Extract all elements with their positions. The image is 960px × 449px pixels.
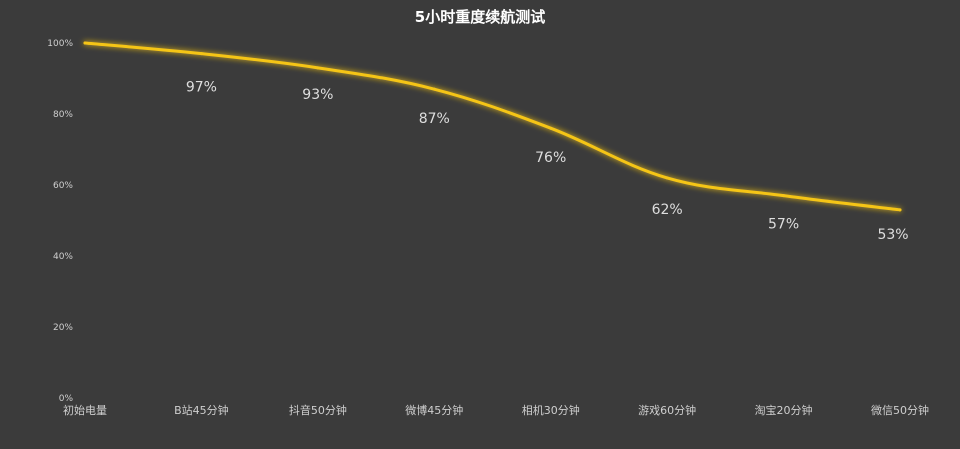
data-label: 93% [302, 87, 333, 103]
x-tick-label: 淘宝20分钟 [755, 403, 813, 417]
y-tick-label: 80% [53, 110, 73, 120]
y-tick-label: 60% [53, 181, 73, 191]
data-point [782, 194, 786, 198]
data-point [83, 41, 87, 45]
y-tick-label: 20% [53, 323, 73, 333]
data-label: 87% [419, 111, 450, 127]
y-tick-label: 0% [59, 394, 74, 404]
x-tick-label: 相机30分钟 [522, 403, 580, 417]
x-tick-label: 游戏60分钟 [638, 403, 696, 417]
data-label: 97% [186, 80, 217, 96]
x-axis: 初始电量 B站45分钟 抖音50分钟 微博45分钟 相机30分钟 游戏60分钟 淘宝20分钟… [63, 403, 929, 417]
x-tick-label: 抖音50分钟 [289, 403, 347, 417]
data-label: 57% [768, 217, 799, 233]
y-axis: 0% 20% 40% 60% 80% 100% [47, 39, 73, 404]
data-point [549, 126, 553, 130]
y-tick-label: 40% [53, 252, 73, 262]
y-tick-label: 100% [47, 39, 73, 49]
chart-title: 5小时重度续航测试 [415, 8, 545, 26]
series-line [83, 41, 902, 212]
data-label: 76% [535, 150, 566, 166]
x-tick-label: 微信50分钟 [871, 403, 929, 417]
data-point [316, 66, 320, 70]
data-point [432, 87, 436, 91]
data-point [665, 176, 669, 180]
x-tick-label: B站45分钟 [174, 403, 229, 417]
data-labels-group: 97% 93% 87% 76% 62% 57% 53% [186, 80, 909, 243]
data-point [898, 208, 902, 212]
series-group [83, 41, 902, 212]
x-tick-label: 微博45分钟 [405, 403, 463, 417]
data-point [199, 52, 203, 56]
data-label: 53% [877, 227, 908, 243]
x-tick-label: 初始电量 [63, 403, 107, 417]
data-label: 62% [652, 202, 683, 218]
